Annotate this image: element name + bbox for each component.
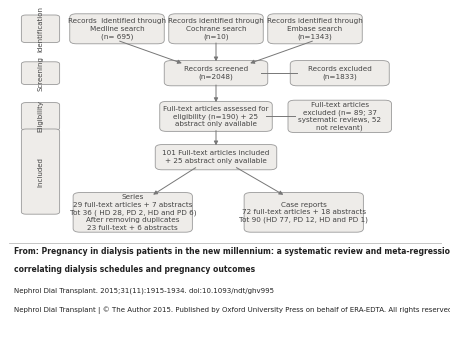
FancyBboxPatch shape: [21, 103, 59, 130]
FancyBboxPatch shape: [290, 61, 389, 86]
Text: Records screened
(n=2048): Records screened (n=2048): [184, 66, 248, 80]
FancyBboxPatch shape: [169, 14, 263, 44]
FancyBboxPatch shape: [155, 145, 277, 170]
Text: Full-text articles assessed for
eligibility (n=190) + 25
abstract only available: Full-text articles assessed for eligibil…: [163, 106, 269, 127]
FancyBboxPatch shape: [288, 100, 392, 132]
Text: 101 Full-text articles included
+ 25 abstract only available: 101 Full-text articles included + 25 abs…: [162, 150, 270, 164]
FancyBboxPatch shape: [21, 15, 59, 43]
Text: Nephrol Dial Transplant | © The Author 2015. Published by Oxford University Pres: Nephrol Dial Transplant | © The Author 2…: [14, 307, 450, 314]
Text: Records identified through
Cochrane search
(n=10): Records identified through Cochrane sear…: [168, 18, 264, 40]
FancyBboxPatch shape: [73, 193, 193, 232]
FancyBboxPatch shape: [164, 61, 268, 86]
Text: Series
29 full-text articles + 7 abstracts
Tot 36 ( HD 28, PD 2, HD and PD 6)
Af: Series 29 full-text articles + 7 abstrac…: [69, 194, 196, 231]
Text: Identification: Identification: [37, 6, 44, 52]
FancyBboxPatch shape: [21, 62, 59, 84]
Text: From: Pregnancy in dialysis patients in the new millennium: a systematic review : From: Pregnancy in dialysis patients in …: [14, 247, 450, 256]
Text: correlating dialysis schedules and pregnancy outcomes: correlating dialysis schedules and pregn…: [14, 265, 255, 274]
FancyBboxPatch shape: [21, 129, 59, 214]
Text: Case reports
72 full-text articles + 18 abstracts
Tot 90 (HD 77, PD 12, HD and P: Case reports 72 full-text articles + 18 …: [239, 202, 368, 223]
Text: Full-text articles
excluded (n= 89; 37
systematic reviews, 52
not relevant): Full-text articles excluded (n= 89; 37 s…: [298, 102, 381, 131]
Text: Nephrol Dial Transplant. 2015;31(11):1915-1934. doi:10.1093/ndt/ghv995: Nephrol Dial Transplant. 2015;31(11):191…: [14, 288, 274, 294]
FancyBboxPatch shape: [160, 101, 272, 131]
FancyBboxPatch shape: [70, 14, 164, 44]
Text: Screening: Screening: [37, 56, 44, 91]
Text: Records identified through
Embase search
(n=1343): Records identified through Embase search…: [267, 18, 363, 40]
Text: Included: Included: [37, 156, 44, 187]
Text: Records excluded
(n=1833): Records excluded (n=1833): [308, 66, 372, 80]
Text: Eligibility: Eligibility: [37, 100, 44, 132]
FancyBboxPatch shape: [268, 14, 362, 44]
FancyBboxPatch shape: [244, 193, 364, 232]
Text: Records  identified through
Medline search
(n= 695): Records identified through Medline searc…: [68, 18, 166, 40]
